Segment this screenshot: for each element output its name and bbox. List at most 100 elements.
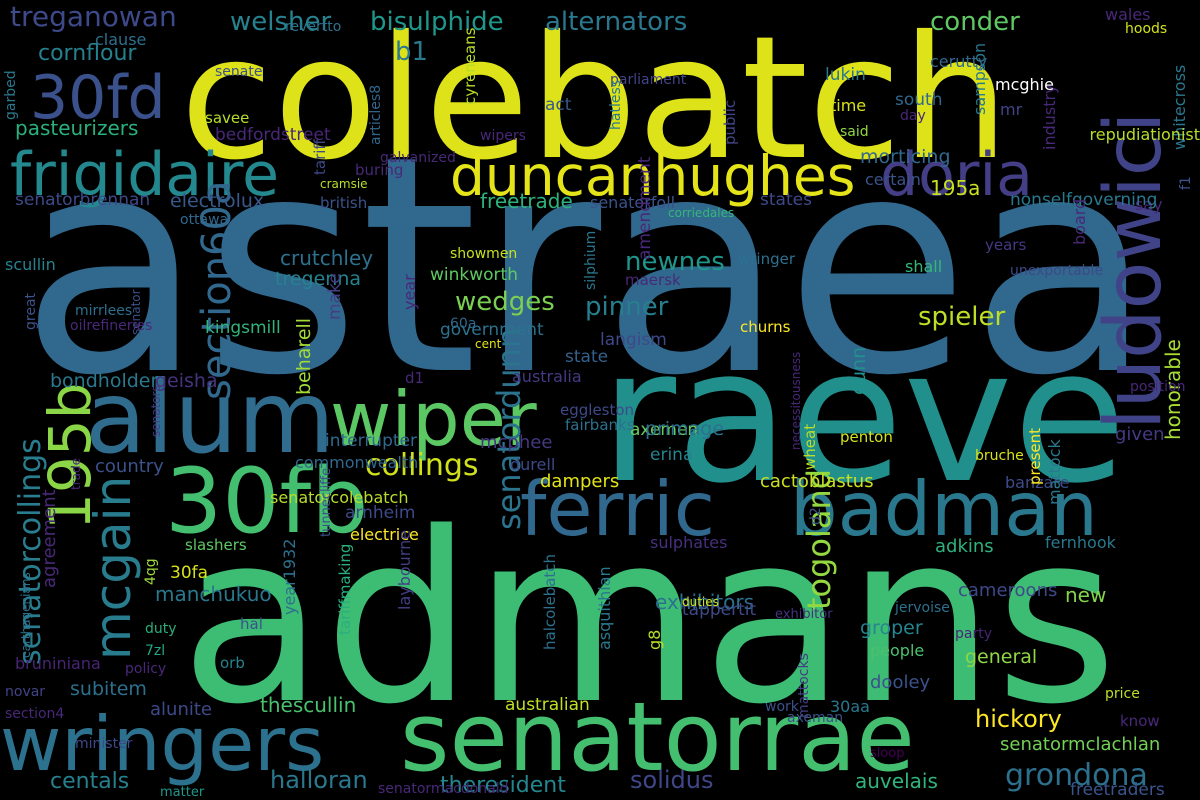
word-dunn: dunn (848, 347, 870, 395)
word-south: south (895, 90, 942, 110)
word-alunite: alunite (150, 699, 212, 720)
word-halloran: halloran (270, 766, 368, 794)
word-present: present (1026, 428, 1044, 485)
word-country: country (95, 456, 164, 477)
word-freetrade: freetrade (480, 189, 573, 213)
word-sulphates: sulphates (650, 533, 727, 552)
word-mirrlees: mirrlees (75, 303, 132, 319)
word-duty: duty (145, 621, 177, 637)
word-theresident: theresident (440, 773, 566, 798)
word-bruche: bruche (975, 448, 1024, 464)
word-minister: minister (75, 736, 133, 752)
word-given: given (1115, 424, 1165, 445)
word-kingsmill: kingsmill (205, 318, 281, 338)
word-said: said (840, 124, 869, 140)
word-hoods: hoods (1125, 21, 1167, 37)
word-trade: trade (69, 458, 83, 490)
word-senatordunn: senatordunn (490, 328, 528, 530)
word-shall: shall (905, 257, 942, 276)
word-winkworth: winkworth (430, 265, 518, 285)
word-mr: mr (1000, 100, 1023, 119)
word-conder: conder (930, 7, 1020, 37)
word-duncanhughes: duncanhughes (450, 144, 855, 208)
word-durell: durell (510, 455, 555, 474)
word-cornflour: cornflour (38, 41, 137, 66)
word-arnheim: arnheim (345, 503, 415, 523)
word-articles8: articles8 (368, 85, 384, 145)
word-wales: wales (1105, 5, 1151, 24)
word-manchukuo: manchukuo (155, 582, 272, 606)
word-doria: doria (880, 140, 1033, 210)
word-section4: section4 (5, 706, 64, 722)
word-auvelais: auvelais (855, 769, 938, 793)
word-tunnecliffe: tunnecliffe (319, 468, 334, 537)
word-cerutty: cerutty (930, 52, 987, 71)
word-great: great (23, 292, 39, 330)
word-morticing: morticing (860, 146, 951, 168)
word-astraea: astraea (20, 92, 1153, 441)
word-policy: policy (125, 661, 166, 677)
word-spieler: spieler (918, 302, 1005, 332)
word-state: state (565, 347, 608, 367)
word-industry: industry (1040, 84, 1059, 150)
word-bondholder: bondholder (50, 370, 158, 392)
word-togoland: togoland (800, 469, 838, 610)
word-frigidaire: frigidaire (10, 140, 279, 210)
word-adkins: adkins (935, 536, 994, 557)
word-subitem: subitem (70, 678, 147, 700)
word-195b: 195b (36, 382, 104, 530)
word-ludowici: ludowici (1089, 112, 1179, 430)
word-primage: primage (645, 418, 724, 440)
word-admans: admans (180, 483, 1117, 756)
word-axemen: axemen (630, 420, 698, 440)
word-g8: g8 (645, 630, 664, 650)
word-dampers: dampers (540, 471, 619, 492)
word-people: people (870, 641, 924, 660)
word-cent: cent (475, 337, 502, 351)
word-british: british (320, 194, 367, 212)
word-say: say (1135, 195, 1163, 214)
word-parliament: parliament (610, 72, 687, 88)
word-cyreneans: cyreneans (461, 27, 479, 105)
word-hal: hal (240, 615, 263, 633)
word-time: time (830, 96, 866, 115)
word-act: act (545, 95, 572, 115)
word-penton: penton (840, 428, 893, 446)
word-party: party (955, 626, 992, 642)
word-treganowan: treganowan (10, 0, 177, 33)
word-electrice: electrice (350, 525, 419, 544)
word-d2: d2 (808, 507, 824, 525)
word-axeman: axeman (787, 710, 843, 726)
word-senator: senator (129, 289, 143, 335)
word-new: new (1065, 583, 1106, 607)
word-scullin: scullin (5, 255, 56, 274)
word-australian: australian (505, 695, 590, 715)
word-whitecross: whitecross (1170, 65, 1189, 150)
word-cameroons: cameroons (958, 580, 1057, 601)
word-sloop: sloop (870, 746, 905, 761)
word-electrolux: electrolux (170, 190, 264, 212)
word-195a: 195a (930, 176, 980, 200)
word-exhibitors: exhibitors (655, 590, 754, 614)
word-asquithian: asquithian (595, 566, 614, 650)
word-work: work (765, 699, 800, 715)
word-welsher: welsher (230, 7, 332, 37)
word-30fd: 30fd (30, 63, 166, 133)
word-churns: churns (740, 318, 791, 336)
word-d1: d1 (405, 369, 424, 387)
word-mattock: mattock (1045, 438, 1064, 505)
word-mattocks: mattocks (796, 653, 812, 718)
word-fernhook: fernhook (1045, 533, 1117, 552)
word-amendment: amendment (635, 156, 655, 260)
word-mcphee: mcphee (480, 432, 552, 453)
word-orb: orb (220, 654, 245, 672)
word-price: price (1105, 686, 1140, 702)
word-nonselfgoverning: nonselfgoverning (1010, 190, 1157, 210)
word-maersk: maersk (625, 271, 681, 289)
word-badman: badman (790, 465, 1098, 553)
word-slashers: slashers (185, 536, 247, 554)
word-board: board (1070, 199, 1089, 245)
word-geisha: geisha (155, 370, 218, 392)
word-erina: erina (650, 445, 693, 465)
